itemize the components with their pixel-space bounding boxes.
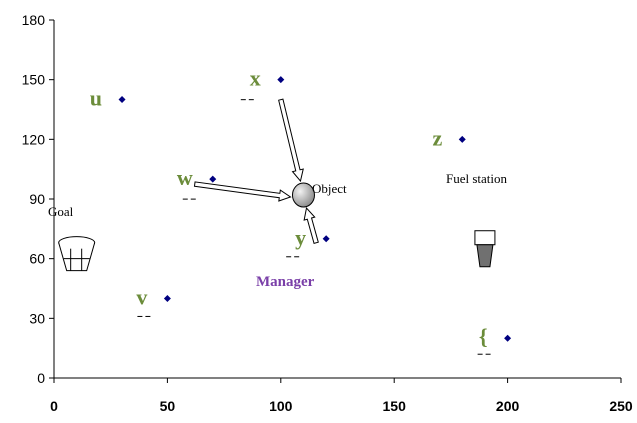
data-point-brace [504, 334, 512, 342]
goal-label: Goal [48, 204, 74, 219]
data-point-v [163, 294, 171, 302]
y-tick-label: 120 [22, 131, 46, 147]
x-tick-label: 250 [609, 398, 633, 414]
y-tick-label: 0 [37, 370, 45, 386]
y-tick-label: 90 [29, 191, 45, 207]
movement-arrows [193, 98, 319, 244]
manager-label: Manager [256, 274, 315, 290]
arrow-y-to-object [303, 206, 319, 244]
x-tick-label: 0 [50, 398, 58, 414]
object-sphere [291, 182, 315, 208]
goal-basket-body [58, 242, 96, 272]
y-tick-label: 30 [29, 310, 45, 326]
data-points: u x z w y v { [90, 66, 512, 355]
point-label: u [90, 86, 102, 111]
data-point-z [458, 135, 466, 143]
point-label: { [479, 324, 488, 349]
data-point-w [209, 175, 217, 183]
goal-basket-icon [58, 236, 96, 272]
axes [53, 20, 621, 379]
fuel-station-top [474, 230, 496, 246]
fuel-station-label: Fuel station [446, 171, 508, 186]
object-sphere-icon [291, 182, 315, 208]
object-label: Object [312, 181, 347, 196]
x-tick-label: 200 [496, 398, 520, 414]
arrow-x-to-object [278, 98, 304, 183]
x-tick-label: 100 [269, 398, 293, 414]
point-label: x [250, 66, 261, 91]
point-label: v [136, 284, 147, 309]
axis-ticks: 0 30 60 90 120 150 180 0 50 100 150 200 250 [22, 12, 633, 414]
x-tick-label: 50 [160, 398, 176, 414]
fuel-station-icon [474, 230, 496, 268]
data-point-y [322, 235, 330, 243]
y-tick-label: 60 [29, 251, 45, 267]
y-tick-label: 150 [22, 72, 46, 88]
x-tick-label: 150 [383, 398, 407, 414]
point-label: z [432, 125, 442, 150]
data-point-u [118, 96, 126, 104]
y-tick-label: 180 [22, 12, 46, 28]
point-label: w [177, 165, 193, 190]
data-point-x [277, 76, 285, 84]
point-label: y [295, 225, 306, 250]
fuel-station-base [476, 244, 494, 268]
arrow-w-to-object [193, 181, 292, 202]
